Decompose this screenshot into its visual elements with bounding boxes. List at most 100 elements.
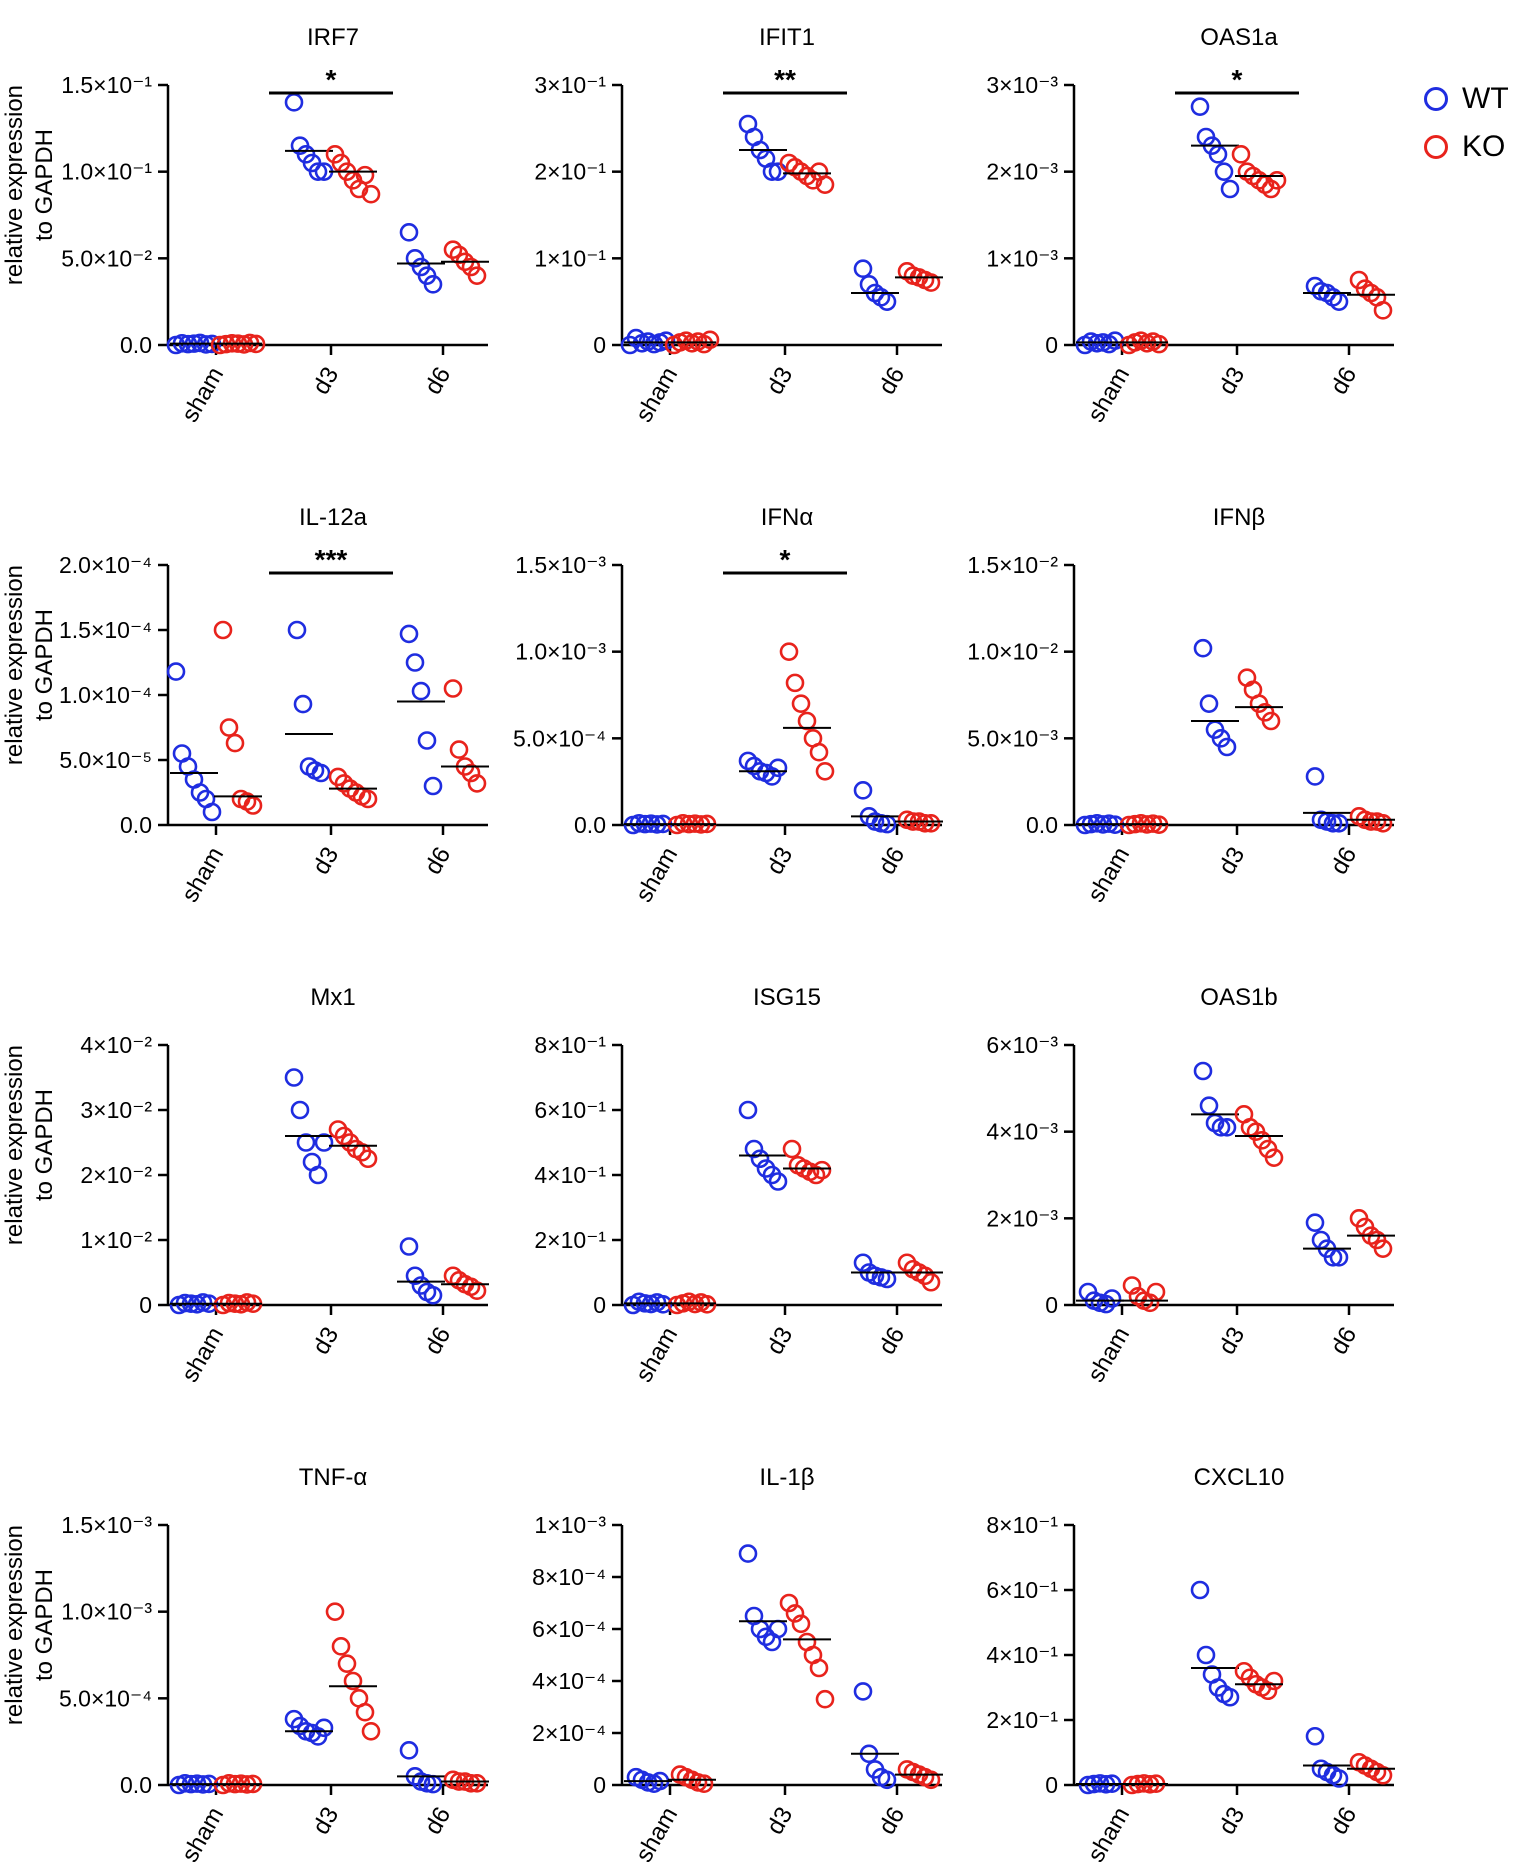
data-point-ko <box>358 789 378 809</box>
data-point-wt <box>308 1165 328 1185</box>
y-tick-label: 5.0×10⁻² <box>61 245 152 271</box>
y-tick-label: 1.0×10⁻³ <box>61 1599 152 1625</box>
data-point-wt <box>750 1149 770 1169</box>
data-point-ko <box>921 813 941 833</box>
data-point-wt <box>311 763 331 783</box>
x-tick-label: d6 <box>1325 1323 1362 1360</box>
data-point-ko <box>358 1149 378 1169</box>
y-tick-label: 2×10⁻¹ <box>534 159 606 185</box>
data-point-ko <box>782 1139 802 1159</box>
data-point-ko <box>1261 711 1281 731</box>
data-point-ko <box>331 1637 351 1656</box>
y-tick-label: 6×10⁻⁴ <box>532 1616 606 1642</box>
data-point-wt <box>768 1619 788 1639</box>
y-tick-label: 1×10⁻¹ <box>534 245 606 271</box>
ylabel-line1: relative expression <box>1 84 28 286</box>
y-tick-label: 2×10⁻³ <box>986 1205 1058 1231</box>
y-tick-label: 0.0 <box>1026 812 1058 838</box>
data-point-ko <box>815 761 835 781</box>
y-tick-label: 6×10⁻³ <box>986 1032 1058 1058</box>
significance-label: *** <box>315 544 348 575</box>
chart-title: OAS1b <box>1200 984 1277 1011</box>
x-tick-label: d3 <box>1213 1323 1250 1360</box>
chart-title: CXCL10 <box>1194 1464 1285 1491</box>
x-tick-label: sham <box>630 1803 683 1865</box>
data-point-ko <box>1264 1671 1284 1691</box>
data-point-wt <box>405 653 425 672</box>
data-point-wt <box>877 1770 897 1790</box>
data-point-ko <box>921 1272 941 1292</box>
data-point-ko <box>210 335 230 355</box>
data-point-ko <box>1267 171 1287 190</box>
y-tick-label: 0 <box>593 1772 606 1798</box>
y-tick-label: 0 <box>593 332 606 358</box>
significance-label: * <box>326 64 337 95</box>
data-point-wt <box>1220 179 1240 199</box>
data-point-wt <box>1220 1687 1240 1707</box>
y-axis-label-row-1: relative expression to GAPDH <box>0 55 60 315</box>
x-tick-label: d6 <box>873 363 910 400</box>
data-point-wt <box>1096 1294 1116 1314</box>
ylabel-line1: relative expression <box>1 1524 28 1726</box>
y-tick-label: 0.0 <box>120 332 152 358</box>
chart-panel-irf7: IRF7 0.0 5.0×10⁻² 1.0×10⁻¹ 1.5×10⁻¹ sham d3 d6 * <box>61 24 489 427</box>
data-point-ko <box>461 763 481 783</box>
data-point-wt <box>738 751 758 771</box>
y-tick-label: 0 <box>1045 1772 1058 1798</box>
y-tick-label: 0 <box>139 1292 152 1318</box>
chart-panel-ifit1: IFIT1 0 1×10⁻¹ 2×10⁻¹ 3×10⁻¹ sham d3 d6 ** <box>534 24 943 427</box>
data-point-wt <box>399 1741 419 1760</box>
data-point-wt <box>853 781 873 800</box>
ko-marker-icon <box>1424 135 1448 159</box>
y-tick-label: 1.0×10⁻⁴ <box>59 682 152 708</box>
data-point-wt <box>1329 1769 1349 1788</box>
data-point-wt <box>1305 1213 1325 1232</box>
data-point-ko <box>797 711 817 731</box>
chart-title: OAS1a <box>1200 24 1278 51</box>
data-point-ko <box>791 1614 811 1634</box>
data-point-ko <box>779 1593 799 1613</box>
y-tick-label: 3×10⁻² <box>80 1097 152 1123</box>
x-tick-label: d3 <box>307 1803 344 1840</box>
data-point-ko <box>243 796 263 815</box>
x-tick-label: d6 <box>873 843 910 880</box>
data-point-ko <box>785 673 805 693</box>
data-point-wt <box>768 758 788 778</box>
y-tick-label: 2×10⁻⁴ <box>532 1720 606 1746</box>
data-point-wt <box>768 1172 788 1191</box>
y-tick-label: 4×10⁻² <box>80 1032 152 1058</box>
ylabel-line2: to GAPDH <box>31 1568 58 1682</box>
wt-marker-icon <box>1424 87 1448 111</box>
data-point-ko <box>915 813 935 833</box>
data-point-ko <box>815 175 835 194</box>
data-point-wt <box>417 1773 437 1793</box>
data-point-ko <box>779 642 799 661</box>
y-tick-label: 1.5×10⁻⁴ <box>59 617 152 643</box>
data-point-ko <box>461 1773 481 1793</box>
x-tick-label: d6 <box>873 1803 910 1840</box>
data-point-ko <box>921 1770 941 1790</box>
x-tick-label: d6 <box>873 1323 910 1360</box>
data-point-ko <box>337 1654 357 1673</box>
y-tick-label: 1.5×10⁻² <box>967 552 1058 578</box>
data-point-ko <box>449 740 469 759</box>
chart-title: ISG15 <box>753 984 821 1011</box>
x-tick-label: sham <box>1082 1803 1135 1865</box>
data-point-wt <box>314 1718 334 1738</box>
legend-label-wt: WT <box>1462 82 1509 115</box>
x-tick-label: d6 <box>1325 363 1362 400</box>
data-point-ko <box>791 694 811 713</box>
data-point-ko <box>1373 301 1393 320</box>
chart-panel-tnf-: TNF-α 0.0 5.0×10⁻⁴ 1.0×10⁻³ 1.5×10⁻³ sham d3 d6 <box>59 1464 489 1865</box>
data-point-ko <box>213 620 233 640</box>
y-tick-label: 1.5×10⁻¹ <box>61 72 152 98</box>
x-tick-label: sham <box>630 843 683 907</box>
x-tick-label: sham <box>176 843 229 907</box>
significance-label: * <box>780 544 791 575</box>
x-tick-label: d3 <box>761 363 798 400</box>
data-point-ko <box>1373 1239 1393 1258</box>
data-point-wt <box>423 776 443 796</box>
y-tick-label: 8×10⁻¹ <box>534 1032 606 1058</box>
data-point-ko <box>785 1604 805 1623</box>
